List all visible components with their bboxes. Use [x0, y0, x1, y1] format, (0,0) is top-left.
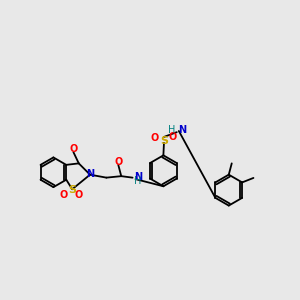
Text: O: O — [75, 190, 83, 200]
Text: N: N — [87, 169, 95, 179]
Text: N: N — [178, 125, 186, 135]
Text: O: O — [151, 133, 159, 142]
Text: S: S — [68, 185, 76, 195]
Text: O: O — [114, 157, 122, 167]
Text: S: S — [160, 136, 168, 146]
Text: O: O — [168, 132, 176, 142]
Text: O: O — [60, 190, 68, 200]
Text: O: O — [69, 144, 77, 154]
Text: H: H — [168, 125, 175, 135]
Text: H: H — [134, 176, 142, 186]
Text: N: N — [134, 172, 142, 182]
